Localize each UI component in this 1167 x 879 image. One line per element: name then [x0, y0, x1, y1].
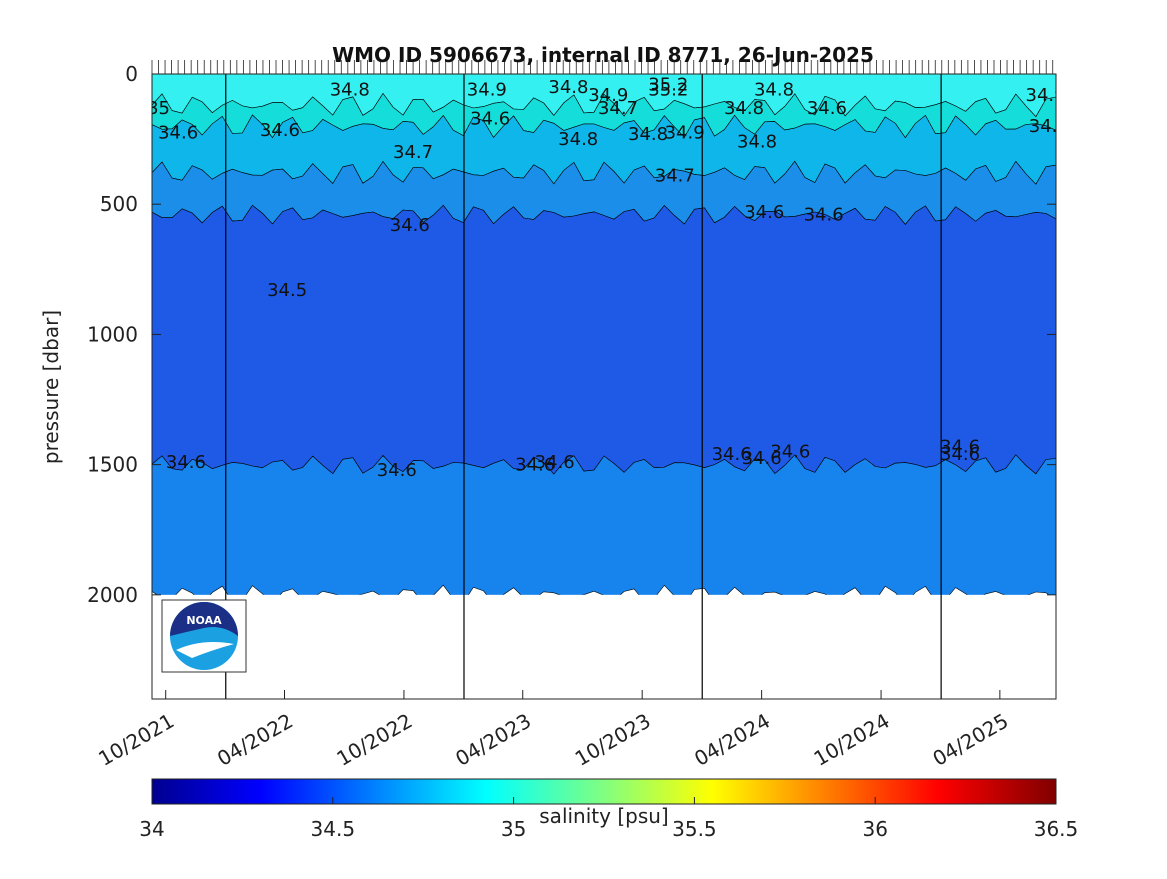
noaa-logo: NOAA [161, 599, 247, 673]
contour-label: 34.6 [377, 460, 417, 481]
plot-frame [151, 73, 1057, 700]
contour-label: 34.6 [744, 202, 784, 223]
contour-label: 34.8 [754, 80, 794, 101]
contour-label: 34.6 [804, 205, 844, 226]
y-axis-title: pressure [dbar] [39, 310, 63, 464]
y-tick-label: 1500 [87, 453, 138, 477]
contour-label: 34.9 [665, 123, 705, 144]
colorbar-tick-label: 34 [139, 817, 164, 841]
contour-label: 34.8 [548, 77, 588, 98]
x-tick-label: 10/2024 [810, 709, 894, 771]
contour-label: 34.5 [267, 280, 307, 301]
contour-label: 34.9 [1026, 85, 1066, 106]
colorbar-tick-label: 36.5 [1034, 817, 1079, 841]
contour-label: 34.8 [724, 98, 764, 119]
svg-text:NOAA: NOAA [186, 614, 222, 627]
y-tick-label: 2000 [87, 583, 138, 607]
contour-label: 34.7 [655, 166, 695, 187]
contour-label: 34.6 [940, 444, 980, 465]
contour-label: 34.8 [1029, 116, 1069, 137]
x-tick-label: 10/2023 [571, 709, 655, 771]
x-tick-label: 04/2022 [213, 709, 297, 771]
colorbar-tick-label: 35 [501, 817, 526, 841]
contour-label: 34.8 [628, 124, 668, 145]
colorbar [151, 778, 1057, 805]
contour-label: 34.6 [390, 215, 430, 236]
salinity-layer [152, 454, 1056, 606]
colorbar-label: salinity [psu] [539, 804, 668, 828]
x-tick-label: 04/2023 [451, 709, 535, 771]
no-data-region [152, 594, 1056, 699]
x-tick-label: 10/2022 [332, 709, 416, 771]
contour-label: 34.8 [737, 132, 777, 153]
y-tick-label: 500 [100, 192, 138, 216]
contour-label: 34.6 [742, 448, 782, 469]
colorbar-tick-label: 34.5 [311, 817, 356, 841]
contour-label: 35 [147, 98, 170, 119]
contour-label: 34.6 [260, 120, 300, 141]
x-tick-label: 04/2025 [928, 709, 1012, 771]
contour-label: 34.7 [393, 142, 433, 163]
x-tick-label: 10/2021 [94, 709, 178, 771]
colorbar-tick-label: 35.5 [672, 817, 717, 841]
contour-label: 34.8 [558, 129, 598, 150]
y-tick-label: 1000 [87, 322, 138, 346]
contour-label: 34.6 [807, 98, 847, 119]
chart-title: WMO ID 5906673, internal ID 8771, 26-Jun… [332, 43, 874, 67]
contour-label: 34.6 [770, 442, 810, 463]
contour-label: 34.6 [535, 452, 575, 473]
contour-label: 34.9 [588, 85, 628, 106]
contour-label: 34.6 [158, 123, 198, 144]
contour-label: 34.6 [712, 444, 752, 465]
y-tick-label: 0 [125, 62, 138, 86]
contour-label: 34.6 [940, 436, 980, 457]
salinity-layer [152, 204, 1056, 475]
colorbar-tick-label: 36 [862, 817, 887, 841]
contour-label: 35.2 [648, 74, 688, 95]
contour-label: 34.6 [515, 455, 555, 476]
contour-label: 35.2 [648, 80, 688, 101]
x-tick-label: 04/2024 [690, 709, 774, 771]
contour-label: 34.9 [467, 80, 507, 101]
contour-label: 34.6 [470, 108, 510, 129]
contour-label: 34.8 [330, 80, 370, 101]
contour-label: 34.7 [598, 98, 638, 119]
contour-label: 34.6 [166, 452, 206, 473]
